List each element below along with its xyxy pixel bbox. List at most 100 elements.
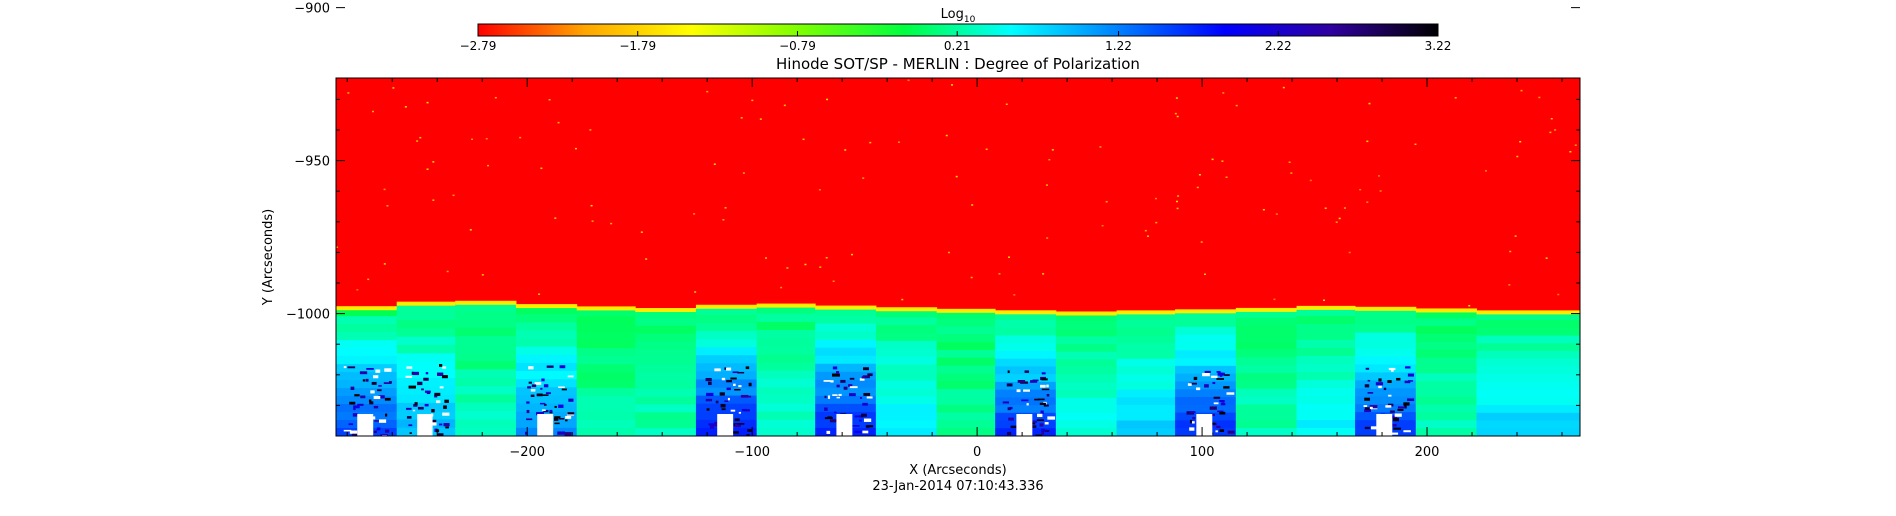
y-axis-label: Y (Arcseconds) — [261, 209, 276, 306]
timestamp: 23-Jan-2014 07:10:43.336 — [872, 479, 1043, 494]
heatmap-cell — [515, 379, 578, 388]
heatmap-cell-strong — [830, 380, 834, 383]
heatmap-cell — [1476, 343, 1580, 352]
heatmap-cell-strong — [1405, 366, 1411, 369]
heatmap-cell — [756, 362, 816, 372]
heatmap-cell-strong — [443, 423, 450, 427]
heatmap-cell-speck — [1200, 241, 1203, 243]
heatmap-cell — [1175, 334, 1237, 343]
heatmap-cell-strong — [1385, 405, 1392, 408]
heatmap-cell-strong — [859, 419, 862, 422]
heatmap-cell-strong — [708, 381, 712, 386]
heatmap-cell-strong — [862, 367, 869, 371]
heatmap-cell — [756, 321, 816, 331]
heatmap-cell-speck — [554, 217, 557, 219]
heatmap-cell — [1476, 428, 1580, 436]
heatmap-cell — [1116, 412, 1176, 422]
heatmap-cell-strong — [421, 388, 424, 391]
heatmap-cell — [1055, 413, 1118, 422]
heatmap-cell-strong — [536, 412, 544, 416]
heatmap-cell-speck — [1203, 273, 1206, 276]
heatmap-cell-strong — [541, 394, 549, 396]
heatmap-cell-speck — [590, 204, 593, 207]
heatmap-cell — [635, 341, 697, 350]
heatmap-cell — [635, 396, 697, 406]
heatmap-cell-strong — [1006, 383, 1013, 387]
heatmap-cell-strong — [384, 397, 391, 401]
heatmap-cell — [1476, 366, 1580, 375]
heatmap-cell — [1116, 351, 1176, 360]
heatmap-cell-strong — [438, 364, 443, 367]
heatmap-cell — [455, 377, 517, 387]
heatmap-cell-speck — [783, 104, 786, 107]
colorbar: Log10 −2.79 −1.79 −0.79 0.21 1.22 2.22 3.22 — [460, 7, 1452, 53]
heatmap-cell-strong — [832, 373, 840, 377]
heatmap-cell-strong — [1031, 421, 1036, 425]
heatmap-cell-speck — [955, 175, 958, 178]
heatmap-cell-speck — [826, 98, 829, 101]
heatmap-cell-strong — [1041, 430, 1050, 432]
heatmap-cell-strong — [376, 428, 380, 431]
heatmap-cell-strong — [539, 402, 546, 405]
heatmap-cell-speck — [640, 231, 643, 233]
heatmap-cell — [1175, 342, 1237, 351]
heatmap-cell — [1116, 312, 1176, 321]
heatmap-cell — [815, 387, 877, 397]
heatmap-cell-strong — [384, 368, 392, 372]
heatmap-cell — [635, 317, 697, 327]
heatmap-cell-strong — [714, 421, 720, 425]
heatmap-cell-limb — [1476, 310, 1580, 315]
heatmap-cell-speck — [416, 140, 419, 142]
heatmap-cell — [1355, 396, 1417, 405]
heatmap-cell-speck — [1177, 195, 1180, 197]
heatmap-cell-speck — [1176, 115, 1179, 118]
heatmap-cell-strong — [526, 409, 530, 414]
heatmap-cell-limb — [1415, 308, 1478, 313]
heatmap-cell-strong — [558, 404, 564, 408]
heatmap-cell-strong — [824, 407, 828, 411]
heatmap-cell — [1116, 374, 1176, 383]
heatmap-cell-strong — [1035, 434, 1043, 436]
heatmap-cell-strong — [848, 384, 853, 387]
y-tick-label: −950 — [294, 155, 330, 170]
heatmap-cell-strong — [1378, 378, 1382, 382]
heatmap-cell-speck — [446, 270, 449, 273]
heatmap-cell — [1055, 351, 1118, 360]
heatmap-cell — [995, 320, 1057, 329]
heatmap-cell — [1175, 358, 1237, 367]
heatmap-cell — [1116, 405, 1176, 414]
heatmap-cell — [336, 348, 398, 357]
heatmap-cell — [1476, 335, 1580, 344]
heatmap-cell — [455, 319, 517, 329]
heatmap-cell-strong — [724, 367, 727, 370]
heatmap-cell-speck — [1175, 200, 1178, 203]
heatmap-cell — [336, 396, 398, 405]
heatmap-cell-speck — [1569, 151, 1572, 153]
heatmap-cell-limb — [1175, 309, 1237, 314]
heatmap-cell-speck — [1222, 92, 1225, 94]
heatmap-cell-strong — [1404, 405, 1407, 409]
heatmap-cell — [995, 374, 1057, 383]
heatmap-cell — [1296, 371, 1356, 381]
heatmap-cell-speck — [1550, 118, 1553, 120]
heatmap-cell — [1476, 381, 1580, 391]
heatmap-cell-limb — [1116, 310, 1176, 315]
heatmap-cell — [1415, 357, 1478, 366]
heatmap-cell-strong — [1392, 417, 1399, 422]
heatmap-cell-strong — [1037, 413, 1043, 418]
heatmap-cell — [576, 356, 636, 365]
heatmap-cell-strong — [1023, 389, 1031, 392]
heatmap-cell — [936, 389, 996, 398]
heatmap-cell-strong — [536, 393, 543, 397]
heatmap-cell-strong — [1212, 381, 1216, 385]
heatmap-cell-speck — [844, 149, 847, 151]
heatmap-cell-strong — [867, 373, 873, 377]
heatmap-cell-strong — [747, 395, 752, 398]
heatmap-cell-strong — [373, 405, 379, 409]
heatmap-cell-strong — [862, 402, 868, 406]
heatmap-cell — [1476, 397, 1580, 406]
heatmap-cell-strong — [349, 430, 358, 434]
heatmap-cell — [336, 380, 398, 389]
